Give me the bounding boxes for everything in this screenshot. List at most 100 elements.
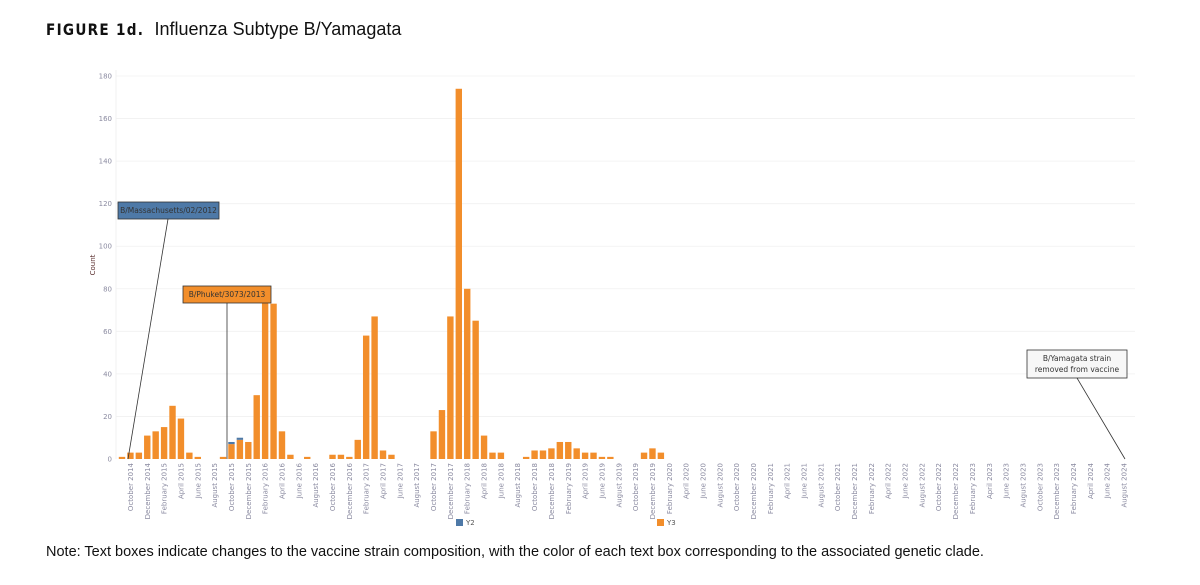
x-tick-label: October 2017 [430, 463, 438, 511]
annotation-massachusetts: B/Massachusetts/02/2012 [117, 201, 220, 460]
y-tick-label: 180 [99, 73, 112, 81]
bar-y3 [556, 441, 564, 459]
bar-y3 [354, 439, 361, 459]
figure-title-text: Influenza Subtype B/Yamagata [154, 19, 402, 39]
x-tick-label: April 2016 [278, 462, 286, 499]
bar-y3 [160, 427, 168, 459]
legend: Y2 Y3 [456, 519, 676, 527]
x-tick-label: June 2022 [902, 463, 910, 499]
x-tick-label: April 2020 [683, 463, 691, 499]
y-tick-label: 80 [103, 285, 112, 293]
bar-y3 [581, 452, 589, 459]
bar-y3 [573, 448, 580, 459]
annotation-box [117, 201, 220, 220]
bar-y3 [329, 454, 336, 459]
x-tick-label: April 2022 [885, 463, 893, 499]
bar-y2 [228, 441, 235, 445]
bar-y3 [539, 450, 547, 459]
bar-y3 [607, 456, 614, 459]
bar-y3 [261, 293, 269, 459]
x-tick-label: October 2014 [127, 462, 135, 511]
bar-y3 [169, 405, 176, 459]
x-tick-label: October 2021 [834, 463, 842, 511]
x-tick-label: August 2019 [615, 463, 623, 508]
x-tick-label: February 2015 [161, 463, 169, 514]
x-tick-label: February 2019 [565, 463, 573, 514]
x-tick-label: August 2017 [413, 463, 421, 508]
legend-swatch-y2 [456, 519, 463, 526]
bar-y3 [455, 88, 462, 460]
bar-y3 [270, 303, 277, 459]
x-tick-label: June 2016 [295, 462, 303, 499]
y-tick-label: 20 [103, 413, 112, 421]
x-tick-label: February 2024 [1070, 462, 1078, 514]
x-tick-label: October 2015 [228, 463, 236, 511]
x-tick-label: June 2019 [598, 463, 606, 499]
bar-y3 [379, 450, 387, 459]
bar-y3 [548, 448, 555, 459]
x-tick-label: April 2024 [1087, 462, 1095, 499]
annotation-box [1026, 349, 1128, 379]
annotation-leader-line [1076, 377, 1126, 460]
x-tick-label: February 2021 [767, 463, 775, 514]
annotation-text: B/Massachusetts/02/2012 [120, 206, 217, 215]
figure-note: Note: Text boxes indicate changes to the… [46, 544, 984, 560]
annotation-box [182, 285, 272, 304]
bar-y3 [346, 456, 353, 459]
bar-y3 [304, 456, 311, 459]
y-tick-label: 120 [99, 200, 112, 208]
x-tick-label: April 2021 [784, 463, 792, 499]
figure-label: FIGURE 1d. [46, 20, 145, 39]
bar-y3 [430, 431, 437, 459]
x-tick-label: April 2023 [986, 463, 994, 499]
gridlines [115, 70, 1135, 459]
x-tick-label: December 2018 [548, 463, 556, 519]
y-tick-label: 40 [103, 370, 112, 378]
bar-y3 [219, 456, 227, 459]
x-tick-label: December 2017 [447, 463, 455, 519]
bar-y3 [127, 452, 134, 459]
x-tick-label: December 2019 [649, 463, 657, 519]
y-tick-label: 0 [108, 456, 112, 464]
bar-y3 [598, 456, 606, 459]
x-tick-label: August 2015 [211, 463, 219, 508]
x-tick-label: August 2024 [1120, 462, 1128, 507]
x-tick-label: October 2020 [733, 463, 741, 511]
annotation-phuket: B/Phuket/3073/2013 [182, 285, 272, 459]
x-tick-label: December 2023 [1053, 463, 1061, 519]
x-tick-label: October 2022 [935, 463, 943, 511]
legend-swatch-y3 [657, 519, 664, 526]
x-tick-label: April 2019 [582, 463, 590, 499]
annotation-leader-line [127, 218, 169, 460]
x-tick-label: June 2015 [194, 463, 202, 499]
x-tick-label: December 2021 [851, 463, 859, 519]
x-tick-label: February 2017 [363, 463, 371, 514]
x-tick-label: August 2022 [918, 463, 926, 508]
x-tick-label: April 2018 [481, 463, 489, 499]
x-tick-label: February 2023 [969, 463, 977, 514]
bar-y3 [337, 454, 345, 459]
bar-y3 [287, 454, 294, 459]
x-tick-label: February 2016 [262, 462, 270, 514]
x-tick-label: October 2016 [329, 462, 337, 511]
x-tick-label: August 2016 [312, 462, 320, 507]
x-tick-label: April 2015 [177, 463, 185, 499]
x-tick-label: December 2015 [245, 463, 253, 519]
x-tick-label: October 2018 [531, 463, 539, 511]
y-tick-label: 140 [99, 158, 112, 166]
bar-y3 [657, 452, 665, 459]
x-tick-label: June 2023 [1003, 463, 1011, 499]
bar-y3 [531, 450, 538, 459]
x-tick-label: December 2014 [144, 462, 152, 519]
x-tick-label: February 2022 [868, 463, 876, 514]
annotation-text: B/Yamagata strain [1043, 354, 1112, 363]
bar-y3 [497, 452, 505, 459]
x-tick-label: December 2020 [750, 463, 758, 519]
y-axis-ticks: 0 20 40 60 80 100 120 140 160 180 [99, 73, 112, 464]
bar-y3 [245, 441, 252, 459]
x-tick-label: October 2019 [632, 463, 640, 511]
x-tick-label: August 2018 [514, 463, 522, 508]
bar-y3 [480, 435, 488, 459]
bar-y3 [253, 395, 260, 459]
